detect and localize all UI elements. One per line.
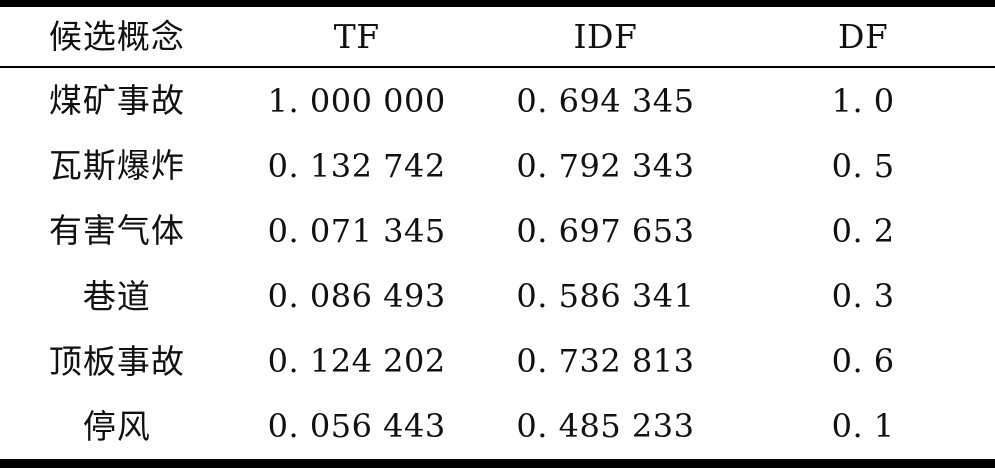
cell-concept: 煤矿事故 [48,81,185,121]
cell-concept: 停风 [82,406,151,446]
cell-concept: 瓦斯爆炸 [48,146,185,186]
table-row: 顶板事故 0. 124 202 0. 732 813 0. 6 [0,329,995,394]
table-row: 煤矿事故 1. 000 000 0. 694 345 1. 0 [0,68,995,133]
column-header-df: DF [837,17,889,56]
cell-df: 0. 3 [831,277,895,316]
cell-concept: 有害气体 [48,211,185,251]
table-row: 巷道 0. 086 493 0. 586 341 0. 3 [0,264,995,329]
cell-idf: 0. 792 343 [516,146,695,185]
cell-idf: 0. 586 341 [516,277,695,316]
cell-idf: 0. 697 653 [516,211,695,250]
cell-df: 1. 0 [831,81,895,120]
column-header-tf: TF [333,17,380,56]
cell-df: 0. 1 [831,407,895,446]
cell-concept: 巷道 [82,276,151,316]
cell-idf: 0. 694 345 [516,81,695,120]
cell-df: 0. 5 [831,146,895,185]
cell-tf: 0. 056 443 [267,407,446,446]
column-header-concept: 候选概念 [48,17,185,56]
cell-concept: 顶板事故 [48,341,185,381]
cell-df: 0. 2 [831,211,895,250]
cell-tf: 0. 124 202 [267,342,446,381]
table-row: 瓦斯爆炸 0. 132 742 0. 792 343 0. 5 [0,133,995,198]
table-row: 有害气体 0. 071 345 0. 697 653 0. 2 [0,198,995,263]
table-row: 停风 0. 056 443 0. 485 233 0. 1 [0,394,995,459]
column-header-idf: IDF [573,17,638,56]
cell-tf: 1. 000 000 [267,81,446,120]
cell-df: 0. 6 [831,342,895,381]
cell-idf: 0. 732 813 [516,342,695,381]
cell-tf: 0. 132 742 [267,146,446,185]
cell-tf: 0. 071 345 [267,211,446,250]
cell-idf: 0. 485 233 [516,407,695,446]
table-header-row: 候选概念 TF IDF DF [0,7,995,68]
cell-tf: 0. 086 493 [267,277,446,316]
